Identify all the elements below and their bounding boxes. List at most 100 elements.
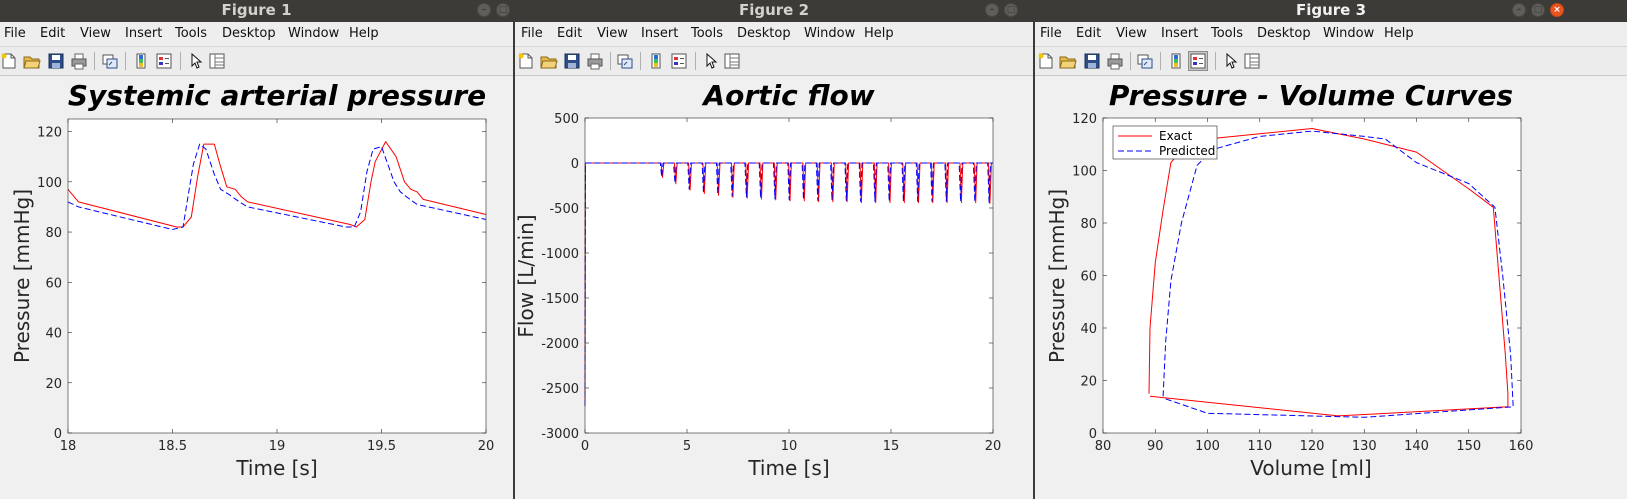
figure-toolbar xyxy=(515,46,1033,76)
menu-insert[interactable]: Insert xyxy=(1161,26,1199,41)
y-tick-label: -3000 xyxy=(541,427,579,442)
save-icon[interactable] xyxy=(1083,52,1101,70)
new-figure-icon[interactable] xyxy=(0,52,18,70)
x-tick-label: 19.5 xyxy=(367,439,396,454)
menu-file[interactable]: File xyxy=(1040,26,1062,41)
x-tick-label: 110 xyxy=(1247,439,1272,454)
menu-view[interactable]: View xyxy=(1116,26,1147,41)
figure-3-window: Figure 3 – □ × File Edit View Insert Too… xyxy=(1035,0,1627,499)
toolbar-separator xyxy=(610,52,611,70)
x-tick-label: 19 xyxy=(269,439,286,454)
x-tick-label: 150 xyxy=(1456,439,1481,454)
edit-plot-pointer-icon[interactable] xyxy=(702,52,720,70)
chart-title: Systemic arterial pressure xyxy=(68,79,486,112)
x-tick-label: 120 xyxy=(1300,439,1325,454)
maximize-button[interactable]: □ xyxy=(1004,3,1018,17)
axes-box xyxy=(584,117,994,434)
figure-toolbar xyxy=(0,46,513,76)
y-tick-label: -2000 xyxy=(541,337,579,352)
y-tick-label: 0 xyxy=(571,157,579,172)
menu-insert[interactable]: Insert xyxy=(125,26,163,41)
y-tick-label: 0 xyxy=(1089,427,1097,442)
save-icon[interactable] xyxy=(563,52,581,70)
plot-area xyxy=(68,119,486,433)
menu-tools[interactable]: Tools xyxy=(1211,26,1244,41)
minimize-button[interactable]: – xyxy=(985,3,999,17)
y-tick-label: 120 xyxy=(1072,112,1097,127)
menu-view[interactable]: View xyxy=(597,26,628,41)
minimize-button[interactable]: – xyxy=(1512,3,1526,17)
y-tick-label: 100 xyxy=(37,176,62,191)
link-plot-icon[interactable] xyxy=(1136,52,1154,70)
x-tick-label: 20 xyxy=(478,439,495,454)
window-title-bar[interactable]: Figure 3 – □ × xyxy=(1035,0,1627,22)
maximize-button[interactable]: □ xyxy=(496,3,510,17)
figure-2-canvas: Aortic flow 0 5 10 15 20 -3000 -2500 -2000 -1500… xyxy=(515,79,1002,480)
x-tick-label: 5 xyxy=(683,439,691,454)
open-file-icon[interactable] xyxy=(540,52,558,70)
menu-window[interactable]: Window xyxy=(1323,26,1375,41)
insert-legend-icon[interactable] xyxy=(1188,51,1208,71)
link-plot-icon[interactable] xyxy=(101,52,119,70)
open-file-icon[interactable] xyxy=(1059,52,1077,70)
property-inspector-icon[interactable] xyxy=(208,52,226,70)
open-file-icon[interactable] xyxy=(23,52,41,70)
legend[interactable]: Exact Predicted xyxy=(1112,125,1218,160)
minimize-button[interactable]: – xyxy=(477,3,491,17)
close-button[interactable]: × xyxy=(1550,3,1564,17)
menu-file[interactable]: File xyxy=(4,26,26,41)
menu-edit[interactable]: Edit xyxy=(40,26,66,41)
x-tick-label: 20 xyxy=(985,439,1002,454)
insert-legend-icon[interactable] xyxy=(670,52,688,70)
menu-bar: File Edit View Insert Tools Desktop Wind… xyxy=(515,22,1033,44)
edit-plot-pointer-icon[interactable] xyxy=(1222,52,1240,70)
link-plot-icon[interactable] xyxy=(616,52,634,70)
insert-colorbar-icon[interactable] xyxy=(1167,52,1185,70)
series-predicted-line xyxy=(584,162,993,407)
property-inspector-icon[interactable] xyxy=(1243,52,1261,70)
maximize-button[interactable]: □ xyxy=(1531,3,1545,17)
menu-desktop[interactable]: Desktop xyxy=(737,26,791,41)
insert-legend-icon[interactable] xyxy=(155,52,173,70)
x-tick-label: 10 xyxy=(781,439,798,454)
menu-desktop[interactable]: Desktop xyxy=(222,26,276,41)
y-tick-label: 0 xyxy=(54,427,62,442)
menu-view[interactable]: View xyxy=(80,26,111,41)
menu-insert[interactable]: Insert xyxy=(641,26,679,41)
menu-help[interactable]: Help xyxy=(864,26,894,41)
chart-title: Pressure - Volume Curves xyxy=(1109,79,1513,112)
window-title-bar[interactable]: Figure 2 – □ xyxy=(515,0,1033,22)
edit-plot-pointer-icon[interactable] xyxy=(187,52,205,70)
menu-window[interactable]: Window xyxy=(804,26,856,41)
figure-3-canvas: Pressure - Volume Curves 80 90 100 110 120 13… xyxy=(1045,79,1533,480)
insert-colorbar-icon[interactable] xyxy=(647,52,665,70)
y-tick-label: 80 xyxy=(1080,217,1097,232)
y-tick-label: -500 xyxy=(549,202,579,217)
x-tick-label: 130 xyxy=(1352,439,1377,454)
menu-file[interactable]: File xyxy=(521,26,543,41)
menu-tools[interactable]: Tools xyxy=(175,26,208,41)
window-title: Figure 2 xyxy=(738,1,810,19)
window-title-bar[interactable]: Figure 1 – □ xyxy=(0,0,513,22)
y-tick-label: -1000 xyxy=(541,247,579,262)
insert-colorbar-icon[interactable] xyxy=(132,52,150,70)
plot-area xyxy=(1103,118,1521,433)
menu-tools[interactable]: Tools xyxy=(691,26,724,41)
new-figure-icon[interactable] xyxy=(517,52,535,70)
y-tick-label: 20 xyxy=(45,377,62,392)
menu-edit[interactable]: Edit xyxy=(557,26,583,41)
menu-help[interactable]: Help xyxy=(349,26,379,41)
menu-help[interactable]: Help xyxy=(1384,26,1414,41)
menu-desktop[interactable]: Desktop xyxy=(1257,26,1311,41)
menu-edit[interactable]: Edit xyxy=(1076,26,1102,41)
print-icon[interactable] xyxy=(70,52,88,70)
property-inspector-icon[interactable] xyxy=(723,52,741,70)
print-icon[interactable] xyxy=(586,52,604,70)
y-tick-label: 80 xyxy=(45,226,62,241)
menu-window[interactable]: Window xyxy=(288,26,340,41)
y-tick-label: 20 xyxy=(1080,375,1097,390)
toolbar-separator xyxy=(1215,52,1216,70)
save-icon[interactable] xyxy=(47,52,65,70)
new-figure-icon[interactable] xyxy=(1037,52,1055,70)
print-icon[interactable] xyxy=(1106,52,1124,70)
